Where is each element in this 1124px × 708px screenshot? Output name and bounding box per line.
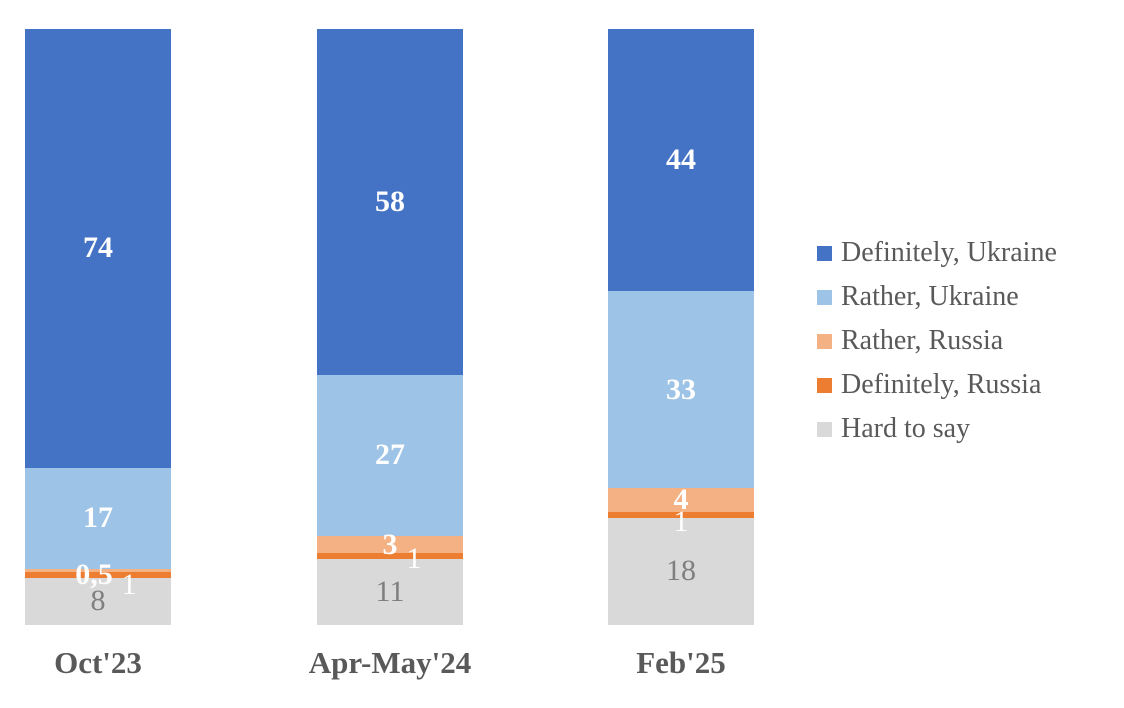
bar-segment-rather-ukraine (25, 467, 171, 569)
bar-segment-definitely-russia (25, 571, 171, 578)
data-label-rather-russia: 3 (382, 527, 398, 561)
bar-segment-rather-russia (317, 535, 463, 554)
legend-color-swatch-hard-to-say (817, 421, 832, 437)
legend-color-swatch-rather-russia (817, 333, 832, 349)
legend-item-rather-russia: Rather, Russia (817, 319, 1057, 363)
legend-label: Hard to say (841, 413, 971, 444)
bar-segment-rather-russia (25, 568, 171, 572)
legend-item-definitely-russia: Definitely, Russia (817, 363, 1057, 407)
x-axis-label-apr-may-24: Apr-May'24 (308, 645, 472, 680)
data-label-rather-ukraine: 33 (666, 372, 696, 406)
bar-segment-hard-to-say (608, 517, 754, 625)
legend-item-rather-ukraine: Rather, Ukraine (817, 275, 1057, 319)
data-label-rather-russia: 0,5 (75, 558, 113, 592)
bar-segment-definitely-ukraine (25, 29, 171, 468)
data-label-definitely-ukraine: 58 (375, 184, 405, 218)
bar-segment-definitely-russia (317, 553, 463, 560)
data-label-definitely-ukraine: 74 (83, 231, 113, 265)
bar-segment-definitely-russia (608, 511, 754, 518)
legend-item-definitely-ukraine: Definitely, Ukraine (817, 231, 1057, 275)
legend-color-swatch-rather-ukraine (817, 289, 832, 305)
bar-segment-hard-to-say (25, 577, 171, 625)
data-label-definitely-russia: 1 (406, 542, 422, 576)
data-label-definitely-russia: 1 (673, 504, 689, 538)
data-label-hard-to-say: 18 (666, 554, 696, 588)
data-label-rather-ukraine: 17 (83, 501, 113, 535)
x-axis-label-oct-23: Oct'23 (54, 645, 142, 680)
legend-label: Definitely, Russia (841, 369, 1042, 400)
bar-segment-rather-russia (608, 487, 754, 512)
legend-color-swatch-definitely-russia (817, 377, 832, 393)
data-label-hard-to-say: 8 (90, 584, 106, 618)
bar-segment-definitely-ukraine (317, 29, 463, 375)
data-label-rather-ukraine: 27 (375, 438, 405, 472)
data-label-definitely-russia: 1 (121, 567, 137, 601)
legend-label: Definitely, Ukraine (841, 237, 1057, 268)
legend-item-hard-to-say: Hard to say (817, 407, 1057, 451)
bar-segment-rather-ukraine (608, 291, 754, 488)
data-label-definitely-ukraine: 44 (666, 143, 696, 177)
bar-segment-definitely-ukraine (608, 29, 754, 292)
x-axis-label-feb-25: Feb'25 (636, 645, 726, 680)
legend-color-swatch-definitely-ukraine (817, 245, 832, 261)
bar-segment-rather-ukraine (317, 374, 463, 536)
bar-segment-hard-to-say (317, 559, 463, 625)
legend: Definitely, Ukraine Rather, Ukraine Rather… (817, 231, 1057, 451)
data-label-hard-to-say: 11 (375, 575, 405, 609)
data-label-rather-russia: 4 (673, 482, 689, 516)
legend-label: Rather, Russia (841, 325, 1004, 356)
legend-label: Rather, Ukraine (841, 281, 1019, 312)
